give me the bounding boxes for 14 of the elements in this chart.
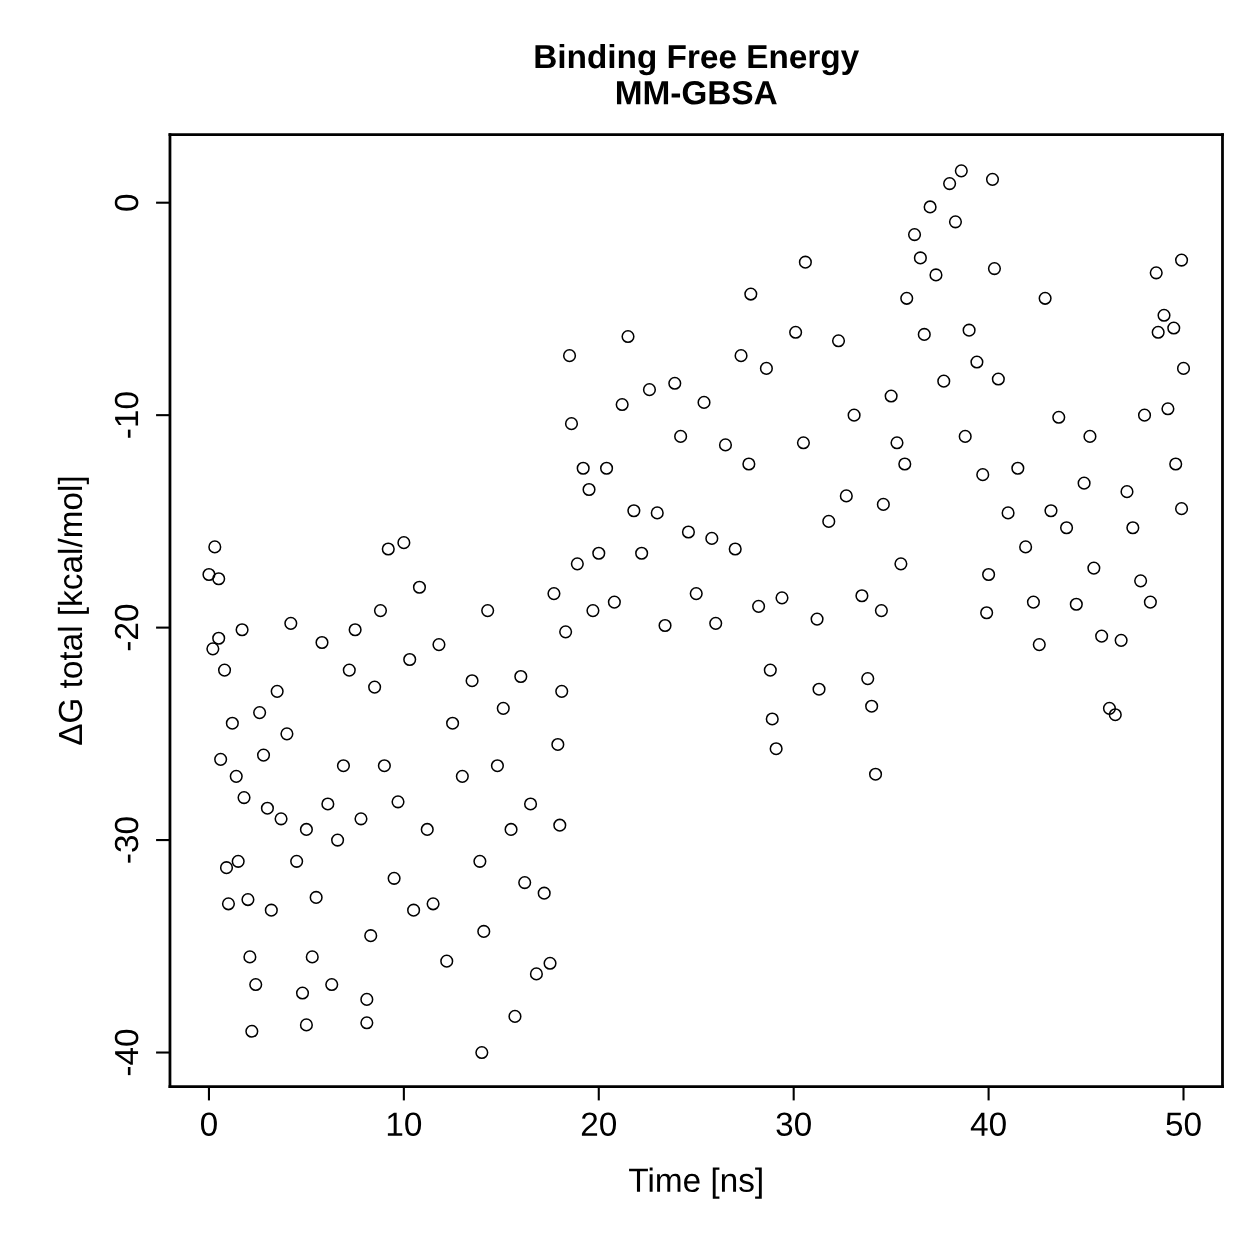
x-tick-label: 0	[200, 1112, 217, 1136]
y-tick-label: 0	[114, 194, 139, 211]
y-tick-label: -30	[114, 817, 139, 863]
x-tick-label: 20	[581, 1112, 617, 1136]
x-axis-title: Time [ns]	[629, 1167, 762, 1199]
y-tick-label: -40	[114, 1029, 139, 1076]
y-tick-label: -10	[114, 392, 139, 438]
y-tick-label: -20	[114, 604, 139, 651]
x-tick-label: 10	[387, 1112, 422, 1136]
y-axis-title: ΔG total [kcal/mol]	[57, 477, 89, 745]
x-tick-label: 50	[1166, 1112, 1201, 1136]
x-tick-label: 40	[970, 1112, 1006, 1136]
chart-title: Binding Free Energy MM-GBSA	[535, 43, 860, 105]
x-tick-label: 30	[776, 1112, 811, 1136]
